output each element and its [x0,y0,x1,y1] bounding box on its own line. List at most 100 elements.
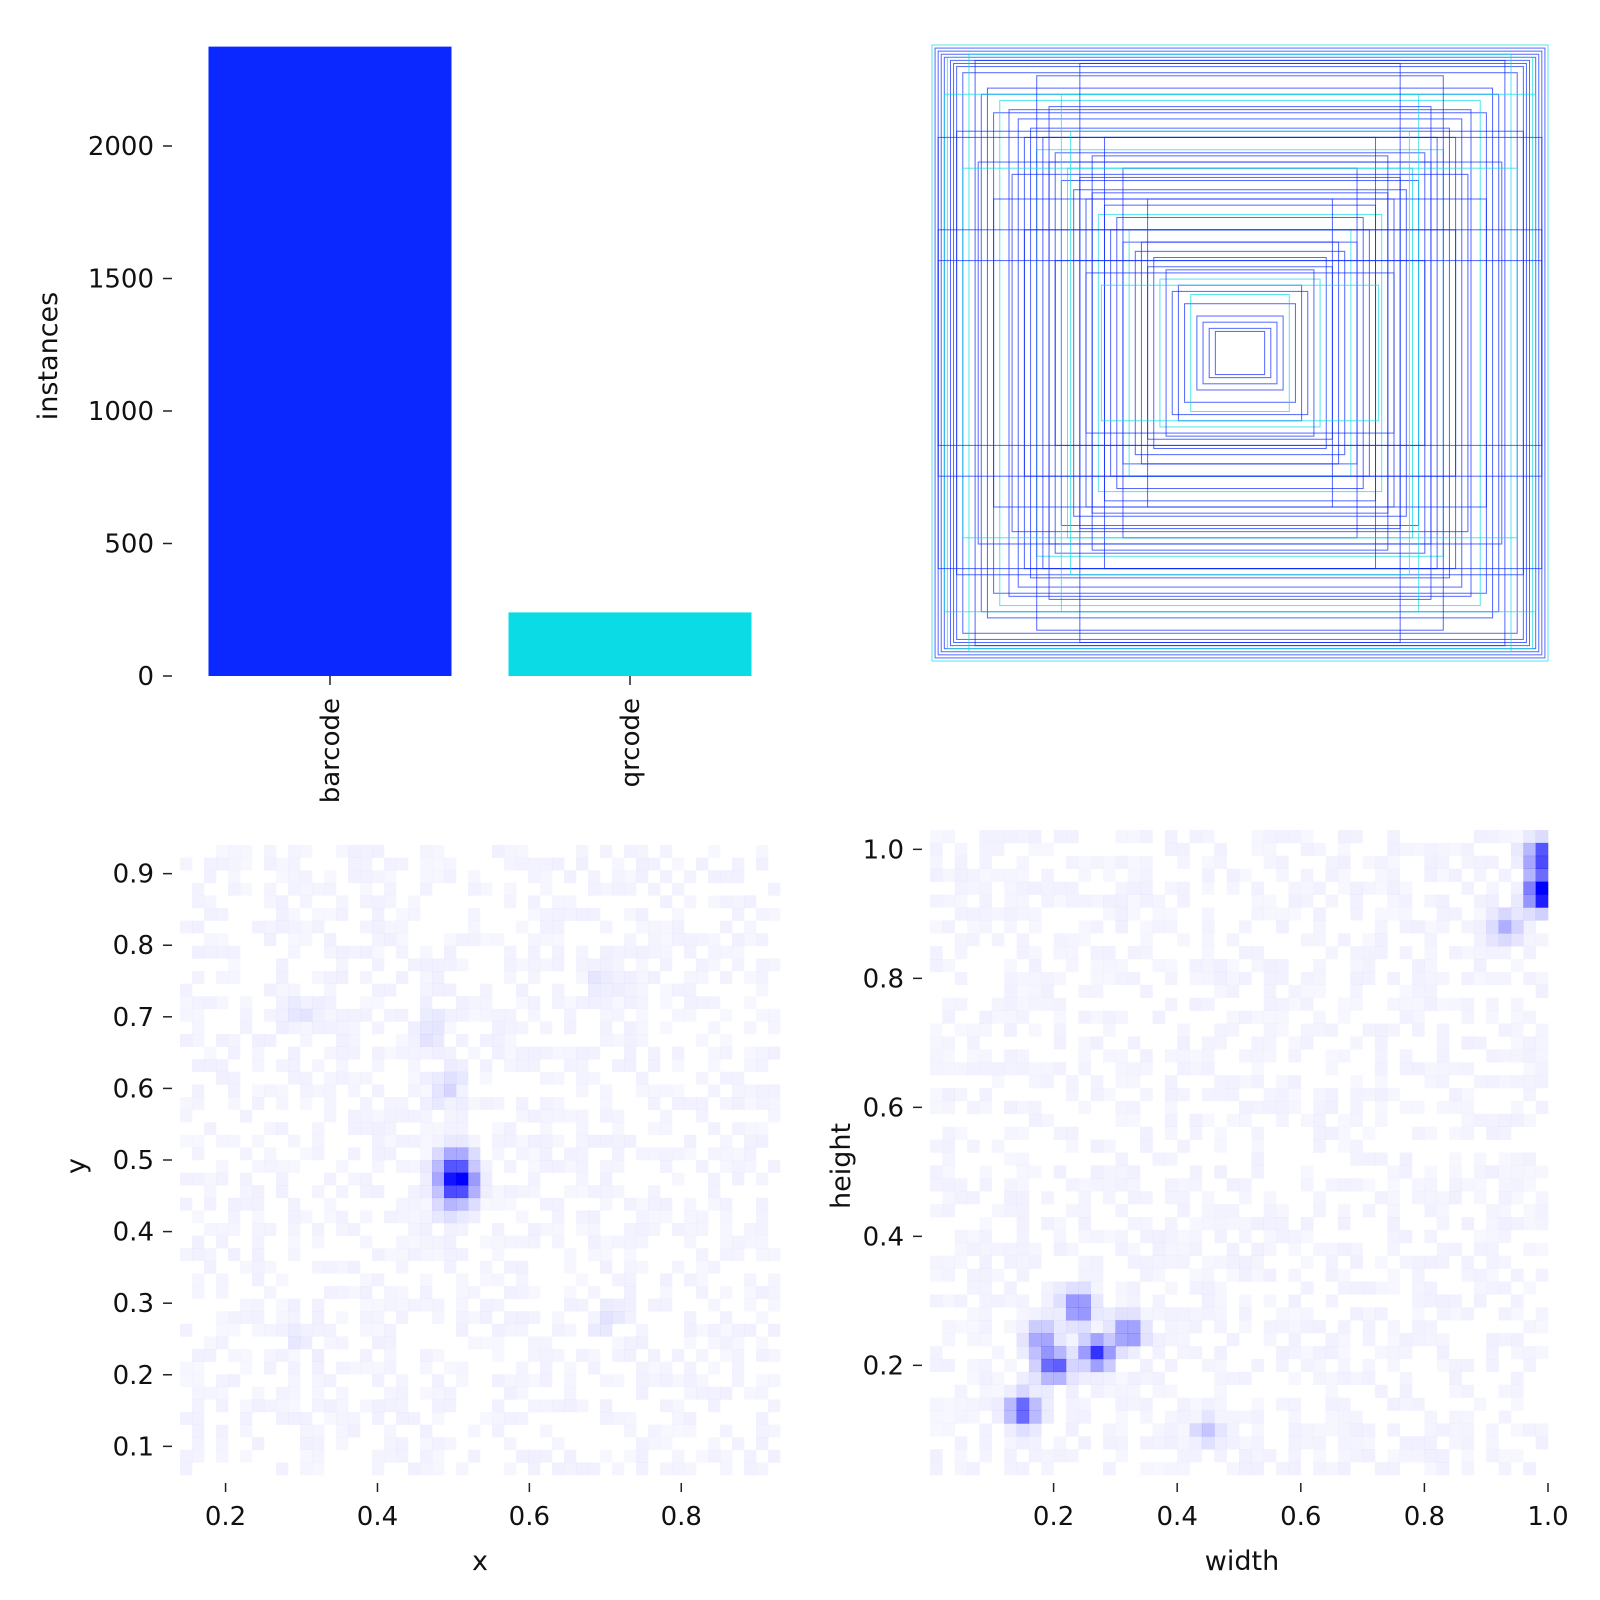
heatmap-cell [300,1425,312,1438]
heatmap-cell [600,1299,612,1312]
heatmap-cell [204,1387,216,1400]
heatmap-cell [1239,1269,1252,1282]
heatmap-cell [1115,1372,1128,1385]
heatmap-cell [696,1034,708,1047]
heatmap-cell [732,1122,744,1135]
heatmap-cell [444,958,456,971]
heatmap-cell [1177,1178,1190,1191]
heatmap-cell [1276,1075,1289,1088]
heatmap-cell [992,1398,1005,1411]
x-tick-label: 0.6 [1280,1502,1321,1532]
heatmap-cell [1276,1462,1289,1475]
heatmap-cell [216,1437,228,1450]
heatmap-cell [1264,1036,1277,1049]
heatmap-cell [1041,1191,1054,1204]
heatmap-cell [396,908,408,921]
heatmap-cell [1350,882,1363,895]
heatmap-cell [708,1324,720,1337]
heatmap-cell [372,1311,384,1324]
heatmap-cell [420,1160,432,1173]
heatmap-cell [708,870,720,883]
heatmap-cell [288,1210,300,1223]
heatmap-cell [384,1349,396,1362]
heatmap-cell [744,996,756,1009]
heatmap-cell [1387,907,1400,920]
heatmap-cell [660,1198,672,1211]
heatmap-cell [1140,1127,1153,1140]
heatmap-cell [384,921,396,934]
heatmap-cell [992,1075,1005,1088]
heatmap-cell [576,1160,588,1173]
heatmap-cell [1128,869,1141,882]
heatmap-cell [504,1462,516,1475]
heatmap-cell [720,1286,732,1299]
heatmap-cell [528,1236,540,1249]
heatmap-cell [240,1311,252,1324]
heatmap-cell [516,858,528,871]
heatmap-cell [1437,1204,1450,1217]
bar-y-tick-label: 1000 [88,397,154,427]
heatmap-cell [1054,1011,1067,1024]
heatmap-cell [1499,946,1512,959]
heatmap-cell [1461,1436,1474,1449]
heatmap-cell [732,1437,744,1450]
heatmap-cell [955,895,968,908]
heatmap-cell [468,1009,480,1022]
heatmap-cell [1523,869,1536,882]
heatmap-cell [1523,1346,1536,1359]
heatmap-cell [516,1147,528,1160]
heatmap-cell [1375,1346,1388,1359]
heatmap-cell [1115,972,1128,985]
heatmap-cell [1017,830,1030,843]
bounding-box [1080,63,1400,642]
heatmap-cell [1115,1101,1128,1114]
heatmap-cell [1363,1153,1376,1166]
heatmap-cell [432,984,444,997]
heatmap-cell [1511,830,1524,843]
heatmap-cell [1363,1449,1376,1462]
heatmap-cell [528,996,540,1009]
heatmap-cell [204,1349,216,1362]
heatmap-cell [1499,1075,1512,1088]
heatmap-cell [1202,946,1215,959]
heatmap-cell [504,1059,516,1072]
heatmap-cell [432,845,444,858]
heatmap-cell [1363,1127,1376,1140]
bounding-box [1123,168,1357,538]
heatmap-cell [1276,1307,1289,1320]
heatmap-cell [576,1110,588,1123]
heatmap-cell [324,1047,336,1060]
heatmap-cell [1499,1462,1512,1475]
heatmap-cell [1523,1462,1536,1475]
heatmap-cell [420,958,432,971]
heatmap-cell [992,907,1005,920]
heatmap-cell [1190,1230,1203,1243]
heatmap-cell [1017,1049,1030,1062]
heatmap-cell [1152,1011,1165,1024]
heatmap-cell [1190,1398,1203,1411]
heatmap-cell [1288,1075,1301,1088]
heatmap-cell [276,1009,288,1022]
heatmap-cell [324,996,336,1009]
heatmap-cell [1313,843,1326,856]
heatmap-cell [228,1248,240,1261]
heatmap-cell [1363,946,1376,959]
heatmap-cell [992,1346,1005,1359]
bounding-box [1101,285,1378,421]
heatmap-cell [1190,1449,1203,1462]
heatmap-cell [228,845,240,858]
heatmap-cell [528,1135,540,1148]
heatmap-cell [1227,869,1240,882]
heatmap-cell [1387,1217,1400,1230]
heatmap-cell [1424,1436,1437,1449]
heatmap-cell [396,1387,408,1400]
heatmap-cell [252,1311,264,1324]
heatmap-cell [276,1059,288,1072]
heatmap-cell [216,1399,228,1412]
heatmap-cell [552,895,564,908]
heatmap-cell [1202,1191,1215,1204]
heatmap-cell [456,1210,468,1223]
heatmap-cell [420,1462,432,1475]
heatmap-cell [216,1173,228,1186]
heatmap-cell [672,1399,684,1412]
